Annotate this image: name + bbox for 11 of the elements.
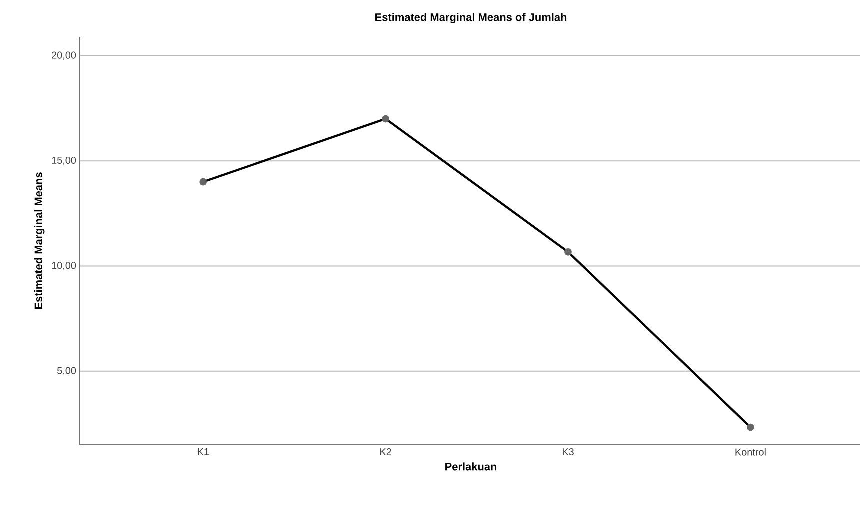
y-axis-title: Estimated Marginal Means: [34, 172, 45, 310]
y-tick-label: 15,00: [52, 156, 76, 166]
y-tick-label: 20,00: [52, 52, 76, 60]
x-tick-label: Kontrol: [736, 448, 766, 456]
y-tick-label: 5,00: [58, 367, 76, 376]
chart-title: Estimated Marginal Means of Jumlah: [376, 13, 567, 24]
x-axis-title: Perlakuan: [446, 462, 497, 471]
y-tick-label: 10,00: [52, 262, 76, 270]
x-tick-label: K3: [562, 448, 574, 456]
x-tick-label: K1: [198, 448, 209, 456]
x-tick-label: K2: [380, 448, 392, 456]
